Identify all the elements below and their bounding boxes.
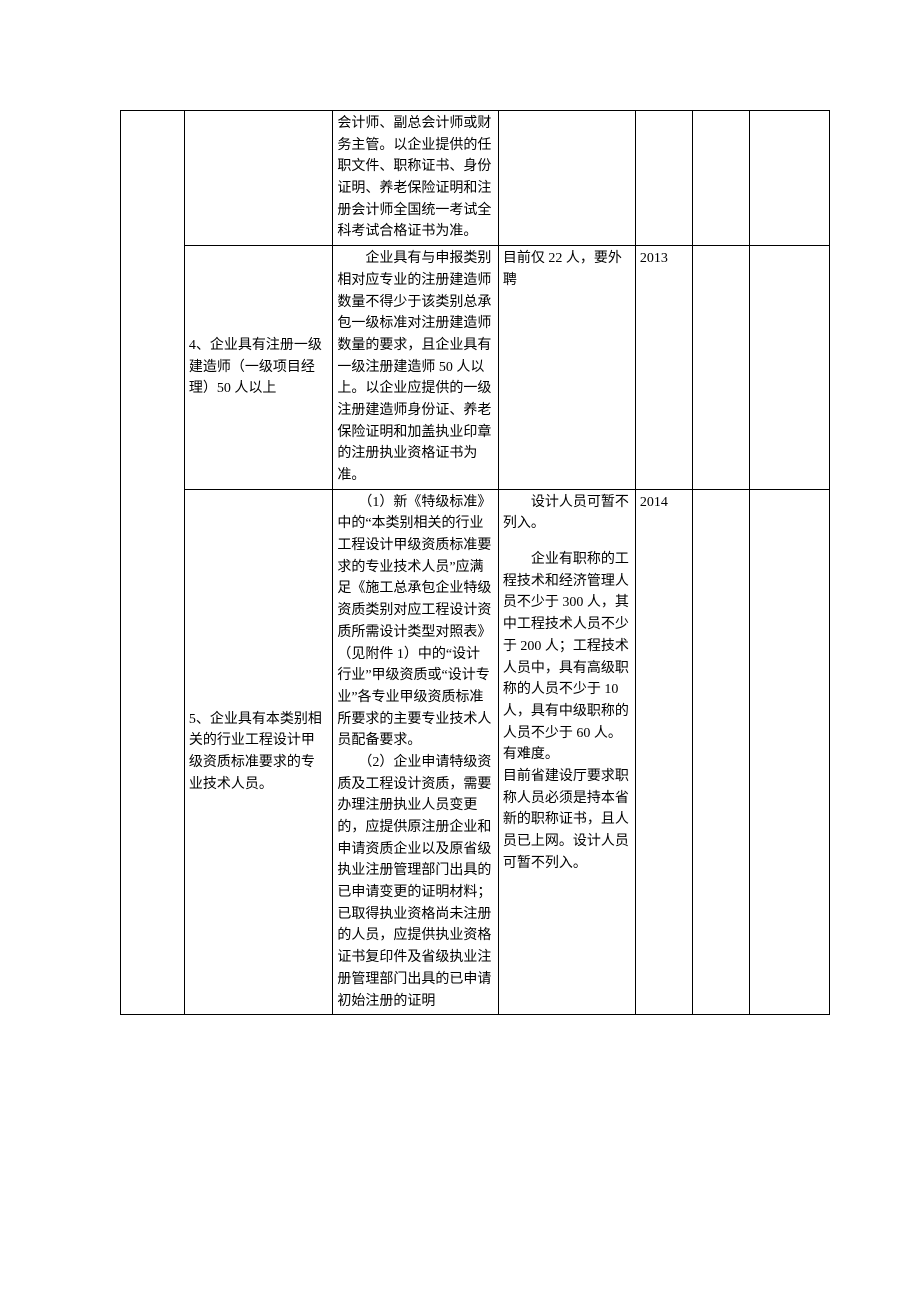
cell-extra1: [692, 111, 749, 246]
cell-text: 设计人员可暂不列入。: [503, 492, 631, 535]
cell-text: 企业具有与申报类别相对应专业的注册建造师数量不得少于该类别总承包一级标准对注册建…: [337, 251, 491, 483]
cell-category: [121, 111, 185, 1015]
cell-year: [635, 111, 692, 246]
qualification-table: 会计师、副总会计师或财务主管。以企业提供的任职文件、职称证书、身份证明、养老保险…: [120, 110, 830, 1015]
table-row: 5、企业具有本类别相关的行业工程设计甲级资质标准要求的专业技术人员。 （1）新《…: [121, 489, 830, 1015]
cell-text: 企业有职称的工程技术和经济管理人员不少于 300 人，其中工程技术人员不少于 2…: [503, 549, 631, 766]
cell-text: 2013: [640, 251, 668, 266]
cell-extra1: [692, 246, 749, 490]
cell-status: 目前仅 22 人，要外聘: [498, 246, 635, 490]
cell-text: 5、企业具有本类别相关的行业工程设计甲级资质标准要求的专业技术人员。: [189, 712, 322, 792]
cell-text: 目前省建设厅要求职称人员必须是持本省新的职称证书，且人员已上网。设计人员可暂不列…: [503, 766, 631, 874]
spacer: [503, 535, 631, 549]
cell-text: 4、企业具有注册一级建造师（一级项目经理）50 人以上: [189, 338, 322, 396]
document-page: 会计师、副总会计师或财务主管。以企业提供的任职文件、职称证书、身份证明、养老保险…: [0, 0, 920, 1302]
cell-detail: （1）新《特级标准》中的“本类别相关的行业工程设计甲级资质标准要求的专业技术人员…: [333, 489, 499, 1015]
cell-text: （2）企业申请特级资质及工程设计资质，需要办理注册执业人员变更的，应提供原注册企…: [337, 752, 494, 1012]
cell-requirement: 5、企业具有本类别相关的行业工程设计甲级资质标准要求的专业技术人员。: [184, 489, 332, 1015]
cell-text: 会计师、副总会计师或财务主管。以企业提供的任职文件、职称证书、身份证明、养老保险…: [337, 116, 491, 239]
cell-extra2: [750, 246, 830, 490]
cell-detail: 企业具有与申报类别相对应专业的注册建造师数量不得少于该类别总承包一级标准对注册建…: [333, 246, 499, 490]
cell-year: 2013: [635, 246, 692, 490]
cell-status: [498, 111, 635, 246]
cell-status: 设计人员可暂不列入。 企业有职称的工程技术和经济管理人员不少于 300 人，其中…: [498, 489, 635, 1015]
cell-requirement: 4、企业具有注册一级建造师（一级项目经理）50 人以上: [184, 246, 332, 490]
cell-extra2: [750, 111, 830, 246]
cell-requirement: [184, 111, 332, 246]
cell-text: 2014: [640, 495, 668, 510]
table-row: 会计师、副总会计师或财务主管。以企业提供的任职文件、职称证书、身份证明、养老保险…: [121, 111, 830, 246]
cell-extra1: [692, 489, 749, 1015]
table-row: 4、企业具有注册一级建造师（一级项目经理）50 人以上 企业具有与申报类别相对应…: [121, 246, 830, 490]
cell-detail: 会计师、副总会计师或财务主管。以企业提供的任职文件、职称证书、身份证明、养老保险…: [333, 111, 499, 246]
cell-text: 目前仅 22 人，要外聘: [503, 251, 622, 288]
cell-extra2: [750, 489, 830, 1015]
cell-year: 2014: [635, 489, 692, 1015]
cell-text: （1）新《特级标准》中的“本类别相关的行业工程设计甲级资质标准要求的专业技术人员…: [337, 492, 494, 752]
